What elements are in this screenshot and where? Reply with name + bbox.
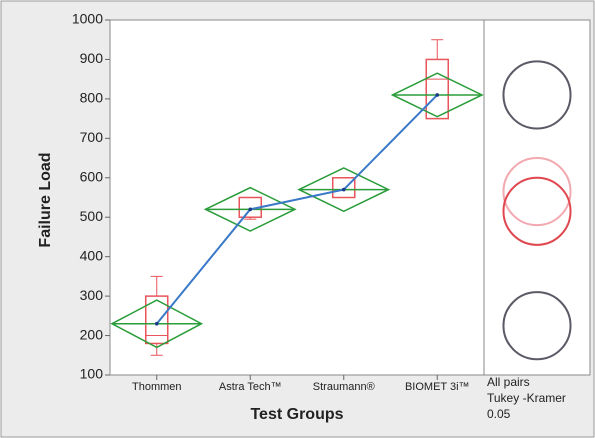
mean-dot — [154, 321, 159, 326]
x-axis-title: Test Groups — [250, 406, 343, 423]
mean-dot — [435, 93, 440, 97]
y-tick-label: 900 — [80, 50, 104, 66]
comparison-circle — [502, 157, 572, 227]
panel-label: 0.05 — [487, 407, 511, 421]
box — [425, 58, 449, 120]
y-tick-label: 300 — [80, 287, 104, 303]
panel-label: Tukey -Kramer — [487, 391, 566, 405]
y-tick-label: 700 — [80, 129, 104, 145]
x-tick-label: Straumann® — [313, 381, 375, 393]
y-tick-label: 100 — [80, 366, 104, 382]
comparison-circle — [502, 60, 572, 130]
box — [332, 177, 356, 199]
y-tick-label: 200 — [80, 326, 104, 342]
y-tick-label: 1000 — [72, 11, 103, 27]
mean-dot — [248, 207, 253, 212]
y-axis-title: Failure Load — [37, 152, 54, 247]
x-tick-label: Thommen — [132, 381, 182, 393]
y-tick-label: 500 — [80, 208, 104, 224]
panel-label: All pairs — [487, 375, 530, 389]
y-tick-label: 400 — [80, 247, 104, 263]
box — [145, 295, 169, 345]
comparison-circle — [502, 176, 572, 246]
y-tick-label: 600 — [80, 168, 104, 184]
mean-dot — [341, 187, 346, 192]
means-line — [155, 94, 438, 325]
y-tick-label: 800 — [80, 90, 104, 106]
x-tick-label: Astra Tech™ — [219, 381, 282, 393]
comparison-circle — [502, 291, 572, 361]
x-tick-label: BIOMET 3i™ — [405, 381, 470, 393]
